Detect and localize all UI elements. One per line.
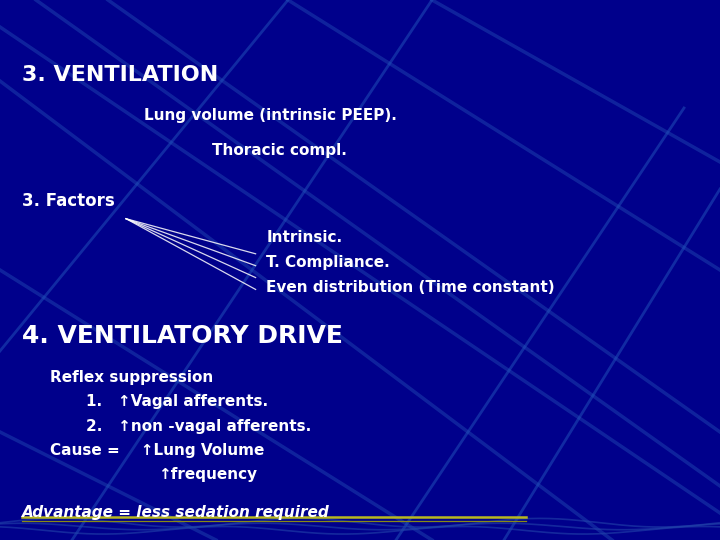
Text: 3. VENTILATION: 3. VENTILATION: [22, 65, 218, 85]
Text: 4. VENTILATORY DRIVE: 4. VENTILATORY DRIVE: [22, 324, 343, 348]
Text: Intrinsic.: Intrinsic.: [266, 230, 343, 245]
Text: Even distribution (Time constant): Even distribution (Time constant): [266, 280, 555, 295]
Text: Cause =    ↑Lung Volume: Cause = ↑Lung Volume: [50, 443, 265, 458]
Text: 1.   ↑Vagal afferents.: 1. ↑Vagal afferents.: [86, 394, 269, 409]
Text: ↑frequency: ↑frequency: [158, 467, 258, 482]
Text: Reflex suppression: Reflex suppression: [50, 370, 214, 385]
Text: Thoracic compl.: Thoracic compl.: [212, 143, 347, 158]
Text: 2.   ↑non -vagal afferents.: 2. ↑non -vagal afferents.: [86, 418, 312, 434]
Text: Advantage = less sedation required: Advantage = less sedation required: [22, 505, 329, 520]
Text: T. Compliance.: T. Compliance.: [266, 255, 390, 270]
Text: Lung volume (intrinsic PEEP).: Lung volume (intrinsic PEEP).: [144, 108, 397, 123]
Text: 3. Factors: 3. Factors: [22, 192, 114, 210]
